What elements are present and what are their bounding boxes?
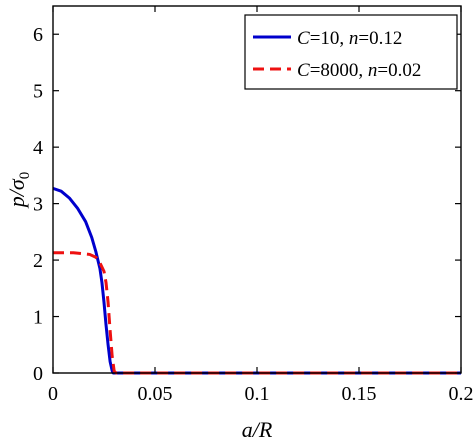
y-axis-label: p/σ0 [4, 172, 33, 209]
series-line-2 [53, 251, 461, 375]
y-tick-label: 2 [33, 250, 43, 272]
x-tick-label: 0.15 [342, 383, 377, 405]
legend-label: C=10, n=0.12 [297, 28, 402, 49]
x-tick-label: 0.1 [245, 383, 270, 405]
y-tick-label: 4 [33, 137, 43, 159]
x-tick-label: 0.2 [449, 383, 474, 405]
legend-label: C=8000, n=0.02 [297, 60, 421, 81]
y-tick-label: 3 [33, 194, 43, 216]
series-line-1 [52, 186, 461, 375]
y-tick-label: 5 [33, 81, 43, 103]
legend-box [244, 14, 458, 90]
x-axis-label: a/R [242, 417, 273, 442]
y-tick-label: 0 [33, 363, 43, 385]
y-tick-label: 1 [33, 307, 43, 329]
x-tick-label: 0.05 [138, 383, 173, 405]
x-tick-label: 0 [48, 383, 58, 405]
y-tick-label: 6 [33, 24, 43, 46]
